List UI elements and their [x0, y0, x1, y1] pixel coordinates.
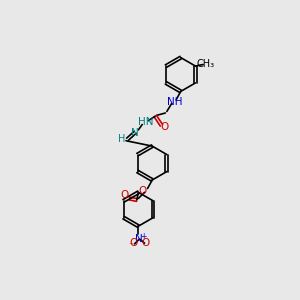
Text: O: O — [120, 190, 129, 200]
Text: O: O — [141, 238, 149, 248]
Text: O: O — [160, 122, 169, 132]
Text: ⁻: ⁻ — [128, 241, 133, 250]
Text: NH: NH — [167, 97, 182, 107]
Text: N: N — [135, 233, 143, 244]
Text: O: O — [130, 238, 138, 248]
Text: +: + — [141, 232, 147, 241]
Text: HN: HN — [137, 117, 153, 127]
Text: O: O — [139, 186, 147, 196]
Text: N: N — [130, 128, 138, 138]
Text: H: H — [118, 134, 126, 144]
Text: CH₃: CH₃ — [196, 59, 214, 70]
